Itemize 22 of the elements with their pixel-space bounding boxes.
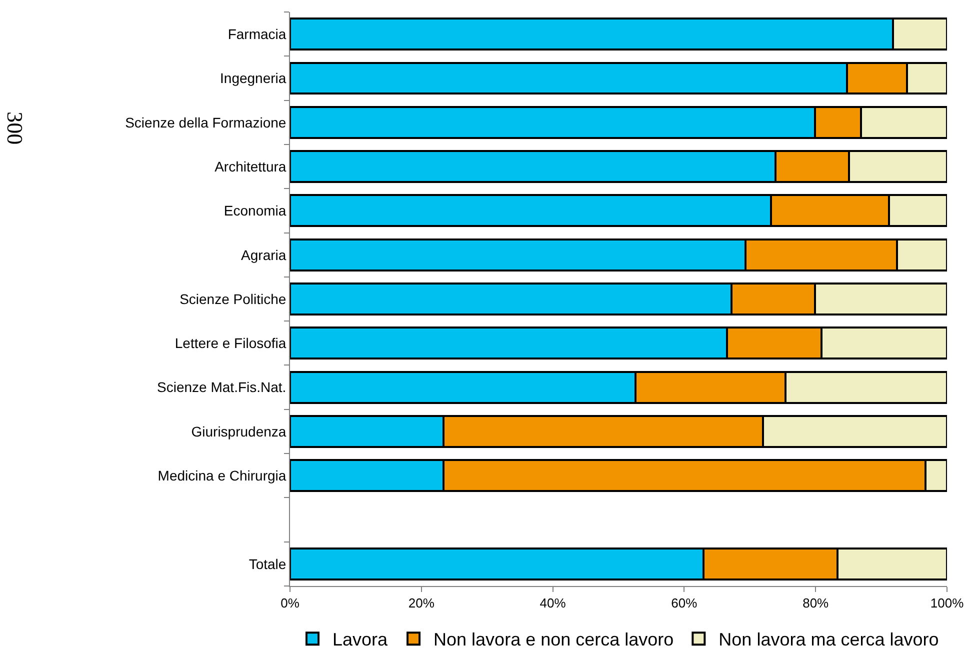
y-tick-label: Scienze Mat.Fis.Nat. [157,379,286,396]
x-tick-label: 100% [930,596,964,611]
y-tick-label: Farmacia [228,26,286,42]
y-tick-label: Architettura [214,158,286,174]
y-tick-label: Agraria [241,246,286,263]
y-tick-label: Scienze Politiche [180,290,286,307]
y-tick-label: Scienze della Formazione [125,114,286,130]
x-tick-label: 80% [802,596,830,611]
x-tick-label: 60% [671,596,698,611]
x-tick-label: 40% [540,596,566,611]
legend-label: Non lavora e non cerca lavoro [434,630,674,650]
y-tick-label: Economia [224,202,286,219]
x-tick-label: 20% [408,596,435,611]
text: 300 [2,112,28,145]
y-tick-label: Medicina e Chirurgia [158,468,286,484]
y-tick-label: Giurisprudenza [191,423,286,440]
legend-label: Non lavora ma cerca lavoro [718,630,939,650]
legend-label: Lavora [332,630,389,650]
y-tick-label: Totale [248,556,286,572]
y-tick-label: Ingegneria [220,70,286,86]
x-tick-label: 0% [280,596,300,611]
y-tick-label: Lettere e Filosofia [174,335,286,352]
